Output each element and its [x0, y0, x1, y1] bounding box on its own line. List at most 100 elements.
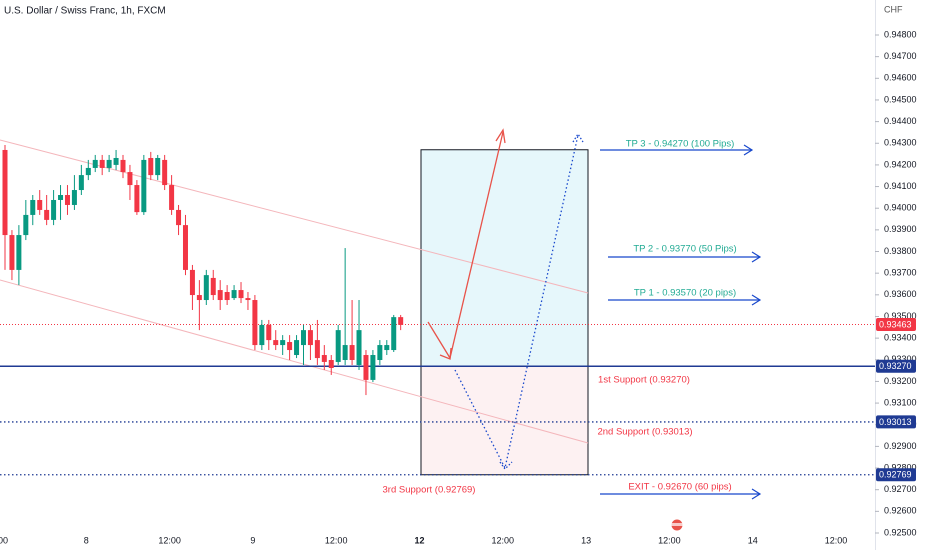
candle-body [231, 290, 237, 299]
y-tick-label: 0.94700 [884, 51, 917, 61]
x-tick-label: 12:00 [325, 535, 348, 545]
annotation-arrowhead [751, 251, 762, 263]
x-tick-label: 13 [581, 535, 591, 545]
candle-body [307, 330, 313, 346]
candle-body [363, 355, 369, 380]
candle-body [127, 172, 133, 186]
candle-body [78, 175, 84, 191]
candle-body [141, 159, 147, 213]
candle-body [85, 167, 91, 176]
price-label-box [876, 415, 916, 429]
candle-body [148, 157, 154, 176]
candle-body [238, 290, 244, 299]
candle-body [2, 149, 8, 236]
candle-body [155, 157, 161, 176]
candle-body [23, 214, 29, 236]
blue-dotted-path [454, 134, 579, 470]
candle-body [328, 359, 334, 369]
candle-body [349, 345, 355, 360]
annotation: 2nd Support (0.93013) [597, 427, 692, 438]
annotation: 3rd Support (0.92769) [383, 485, 476, 496]
candle-body [245, 298, 251, 301]
x-tick-label: 12 [414, 535, 424, 545]
y-tick-label: 0.94100 [884, 181, 917, 191]
y-tick-label: 0.94600 [884, 73, 917, 83]
candle-body [356, 330, 362, 365]
candle-body [294, 340, 300, 356]
candle-body [210, 277, 216, 296]
x-tick-label: 8 [84, 535, 89, 545]
y-tick-label: 0.94300 [884, 138, 917, 148]
candle-body [217, 290, 223, 301]
y-tick-label: 0.93700 [884, 268, 917, 278]
candle-body [113, 157, 119, 165]
candle-body [16, 235, 22, 270]
y-tick-label: 0.93800 [884, 246, 917, 256]
candle-body [384, 345, 390, 351]
candle-body [71, 190, 77, 205]
x-tick-label: 12:00 [492, 535, 515, 545]
candle-body [273, 340, 279, 346]
candle-body [37, 199, 43, 210]
blue-dotted-tail [499, 461, 513, 471]
y-tick-label: 0.92500 [884, 527, 917, 537]
price-label: 0.93013 [879, 417, 912, 427]
candle-body [106, 159, 112, 168]
price-label-box [876, 317, 916, 331]
candle-body [259, 324, 265, 346]
annotation-arrowhead [751, 294, 762, 306]
candle-body [51, 199, 57, 220]
y-tick-label: 0.92800 [884, 462, 917, 472]
candle-body [58, 195, 64, 200]
candle-body [252, 300, 258, 346]
y-tick-label: 0.93200 [884, 376, 917, 386]
candle-body [99, 159, 105, 168]
candle-body [377, 345, 383, 360]
channel-upper [0, 139, 589, 294]
profit-zone [421, 149, 588, 367]
candle-body [189, 269, 195, 296]
candle-body [134, 185, 140, 213]
candle-body [64, 195, 70, 205]
y-tick-label: 0.94500 [884, 94, 917, 104]
y-tick-label: 0.94200 [884, 159, 917, 169]
candle-body [92, 159, 98, 168]
candle-body [300, 330, 306, 346]
red-arrowhead-mid [439, 347, 452, 360]
y-tick-label: 0.92900 [884, 441, 917, 451]
annotation: EXIT - 0.92670 (60 pips) [628, 482, 731, 493]
candle-body [370, 355, 376, 380]
y-tick-label: 0.94800 [884, 29, 917, 39]
y-tick-label: 0.93500 [884, 311, 917, 321]
event-icon-band [671, 523, 683, 526]
y-tick-label: 0.93100 [884, 397, 917, 407]
x-tick-label: 14 [748, 535, 758, 545]
y-tick-label: 0.93400 [884, 333, 917, 343]
currency-label: CHF [884, 4, 903, 14]
candle-body [196, 295, 202, 301]
y-tick-label: 0.94000 [884, 203, 917, 213]
candle-body [391, 317, 397, 351]
y-tick-label: 0.93600 [884, 289, 917, 299]
y-tick-label: 0.93300 [884, 354, 917, 364]
candle-body [120, 159, 126, 173]
candle-body [287, 342, 293, 351]
price-label: 0.92769 [879, 470, 912, 480]
candle-body [321, 355, 327, 362]
annotation: TP 3 - 0.94270 (100 Pips) [626, 139, 735, 150]
candle-body [162, 159, 168, 186]
annotation-arrowhead [751, 488, 762, 500]
candle-body [398, 317, 404, 325]
candle-body [280, 340, 286, 346]
x-tick-label: 12:00 [658, 535, 681, 545]
candle-body [9, 235, 15, 270]
annotation: TP 1 - 0.93570 (20 pips) [634, 288, 736, 299]
candle-body [335, 330, 341, 362]
price-label-box [876, 468, 916, 482]
candle-body [44, 209, 50, 220]
channel-lower [0, 279, 589, 444]
price-label-box [876, 359, 916, 373]
candle-body [169, 185, 175, 210]
annotation: TP 2 - 0.93770 (50 Pips) [633, 244, 736, 255]
